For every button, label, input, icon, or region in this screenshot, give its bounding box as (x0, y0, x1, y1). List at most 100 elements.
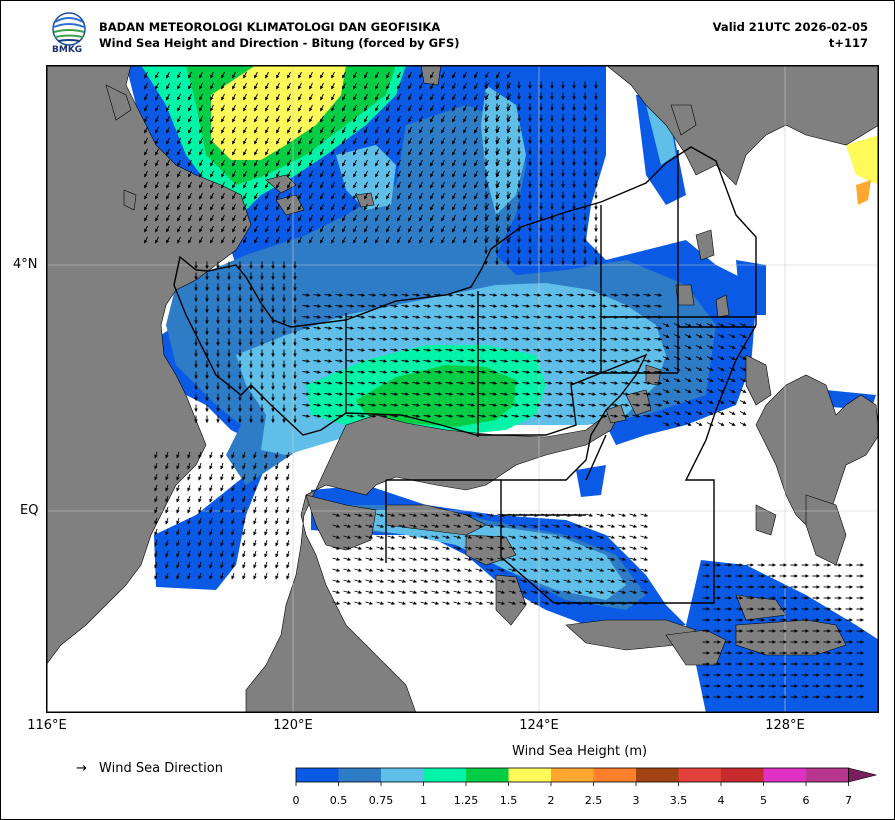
wind-arrow (276, 148, 280, 156)
wind-arrow (313, 293, 322, 297)
wind-arrow (254, 181, 258, 189)
wind-arrow (452, 93, 456, 101)
title-line-1: BADAN METEOROLOGI KLIMATOLOGI DAN GEOFIS… (99, 20, 441, 34)
wind-arrow (276, 192, 280, 200)
wind-arrow (364, 71, 368, 79)
wind-arrow (210, 104, 214, 112)
wind-arrow (254, 159, 258, 167)
wind-arrow (210, 203, 214, 211)
direction-legend: → Wind Sea Direction (76, 761, 223, 776)
wind-arrow (390, 304, 399, 308)
colorbar-tick-label: 2 (547, 794, 555, 807)
wind-arrow (353, 214, 357, 222)
wind-direction-arrows (144, 71, 865, 699)
wind-arrow (408, 181, 412, 189)
wind-arrow (441, 104, 445, 112)
lon-label-124e: 124°E (519, 718, 559, 733)
wind-arrow (177, 192, 181, 200)
wind-arrow (566, 326, 575, 330)
wind-arrow (588, 315, 597, 319)
wind-arrow (463, 126, 467, 134)
wind-arrow (412, 293, 421, 297)
wind-arrow (188, 148, 192, 156)
wind-arrow (210, 192, 214, 200)
wind-arrow (199, 82, 203, 90)
wind-arrow (654, 293, 663, 297)
wind-arrow (166, 137, 170, 145)
wind-arrow (419, 203, 423, 211)
wind-arrow (544, 293, 553, 297)
colorbar-tick-label: 0.75 (368, 794, 394, 807)
wind-arrow (265, 225, 269, 233)
wind-arrow (342, 203, 346, 211)
wind-arrow (474, 82, 478, 90)
wind-arrow (397, 181, 401, 189)
wind-arrow (342, 104, 346, 112)
wind-arrow (364, 236, 368, 244)
wind-arrow (254, 104, 258, 112)
wind-arrow (166, 181, 170, 189)
wind-arrow (177, 71, 181, 79)
wind-arrow (166, 126, 170, 134)
wind-arrow (199, 93, 203, 101)
wind-arrow (221, 181, 225, 189)
wind-arrow (265, 214, 269, 222)
wind-arrow (555, 315, 564, 319)
graticule (46, 65, 879, 713)
wind-arrow (353, 104, 357, 112)
colorbar-tick-label: 6 (802, 794, 810, 807)
colorbar-swatch (423, 768, 466, 782)
wind-arrow (342, 93, 346, 101)
wind-arrow (155, 225, 159, 233)
wind-arrow (353, 137, 357, 145)
wind-arrow (441, 236, 445, 244)
wind-arrow (364, 104, 368, 112)
wind-arrow (379, 337, 388, 341)
wind-arrow (287, 148, 291, 156)
wind-arrow (654, 304, 663, 308)
wind-arrow (452, 192, 456, 200)
wind-arrow (430, 159, 434, 167)
wind-arrow (353, 71, 357, 79)
wind-arrow (463, 115, 467, 123)
wind-arrow (166, 203, 170, 211)
wind-arrow (588, 293, 597, 297)
wind-arrow (265, 170, 269, 178)
colorbar-title: Wind Sea Height (m) (512, 744, 648, 759)
wind-arrow (188, 93, 192, 101)
wind-arrow (155, 170, 159, 178)
wind-arrow (166, 82, 170, 90)
wind-arrow (309, 115, 313, 123)
wind-arrow (188, 115, 192, 123)
wind-arrow (357, 337, 366, 341)
wind-arrow (265, 192, 269, 200)
wind-arrow (423, 293, 432, 297)
wind-arrow (408, 71, 412, 79)
wind-arrow (386, 137, 390, 145)
colorbar-swatch (296, 768, 339, 782)
wind-arrow (364, 170, 368, 178)
wind-arrow (309, 203, 313, 211)
wind-arrow (177, 148, 181, 156)
wind-arrow (511, 326, 520, 330)
wind-arrow (232, 148, 236, 156)
wind-arrow (610, 293, 619, 297)
wind-arrow (287, 170, 291, 178)
wind-arrow (463, 82, 467, 90)
wind-arrow (199, 236, 203, 244)
valid-line-1: Valid 21UTC 2026-02-05 (712, 20, 868, 34)
wind-arrow (254, 82, 258, 90)
wind-arrow (452, 203, 456, 211)
wind-arrow (276, 82, 280, 90)
wind-arrow (199, 170, 203, 178)
wind-arrow (408, 104, 412, 112)
wind-arrow (166, 225, 170, 233)
wind-arrow (441, 225, 445, 233)
wind-arrow (144, 181, 148, 189)
wind-arrow (155, 82, 159, 90)
wind-arrow (408, 137, 412, 145)
wind-arrow (430, 115, 434, 123)
wind-arrow (452, 126, 456, 134)
wind-arrow (155, 214, 159, 222)
wind-arrow (210, 170, 214, 178)
